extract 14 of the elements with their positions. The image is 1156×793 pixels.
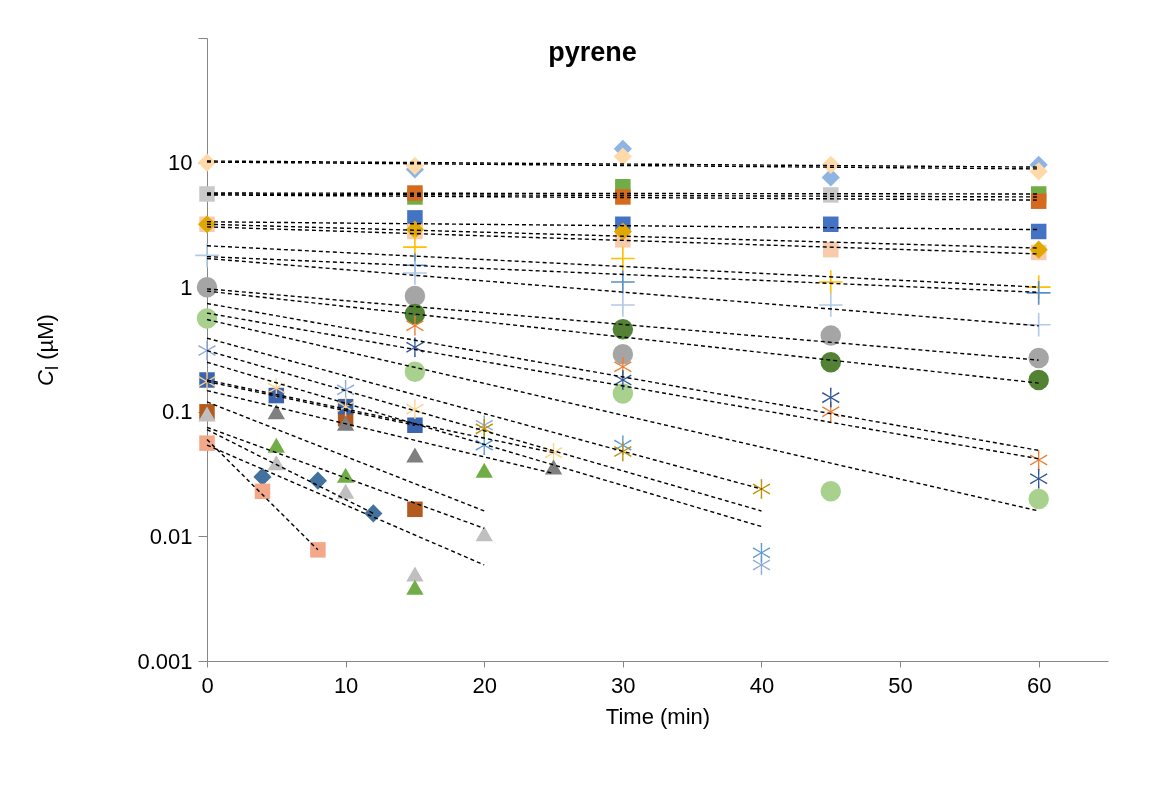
x-tick-label: 0	[201, 672, 214, 698]
y-tick-label: 10	[168, 150, 193, 176]
x-tick-label: 10	[333, 672, 359, 698]
x-tick-label: 20	[472, 672, 497, 698]
y-tick-label: 1	[180, 274, 193, 300]
x-axis-title: Time (min)	[605, 703, 711, 729]
x-tick-label: 40	[749, 672, 775, 698]
chart-title: pyrene	[548, 37, 637, 67]
y-tick-label: 0.01	[149, 523, 193, 549]
y-tick-label: 0.001	[137, 648, 193, 674]
x-tick-label: 30	[611, 672, 636, 698]
x-tick-label: 60	[1026, 672, 1052, 698]
x-tick-label: 50	[888, 672, 913, 698]
y-tick-label: 0.1	[161, 399, 193, 425]
